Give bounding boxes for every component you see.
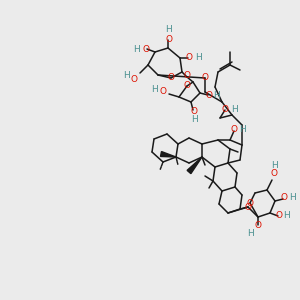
- Text: O: O: [142, 44, 149, 53]
- Text: O: O: [280, 194, 287, 202]
- Text: O: O: [247, 199, 254, 208]
- Text: O: O: [206, 91, 212, 100]
- Text: O: O: [166, 34, 172, 43]
- Text: O: O: [185, 53, 193, 62]
- Text: O: O: [160, 88, 167, 97]
- Text: O: O: [202, 74, 208, 82]
- Text: O: O: [244, 202, 251, 211]
- Polygon shape: [187, 157, 202, 174]
- Text: H: H: [190, 115, 197, 124]
- Polygon shape: [160, 152, 176, 157]
- Text: O: O: [130, 74, 137, 83]
- Text: O: O: [184, 82, 190, 91]
- Text: O: O: [167, 74, 175, 82]
- Text: H: H: [290, 194, 296, 202]
- Text: H: H: [123, 70, 129, 80]
- Text: H: H: [166, 26, 172, 34]
- Text: O: O: [221, 106, 229, 115]
- Text: H: H: [214, 91, 220, 100]
- Text: H: H: [195, 53, 201, 62]
- Text: O: O: [230, 125, 238, 134]
- Text: O: O: [184, 71, 190, 80]
- Text: O: O: [271, 169, 278, 178]
- Text: O: O: [254, 221, 262, 230]
- Text: H: H: [238, 125, 245, 134]
- Text: H: H: [151, 85, 158, 94]
- Text: H: H: [133, 44, 140, 53]
- Text: H: H: [271, 160, 278, 169]
- Text: H: H: [284, 212, 290, 220]
- Text: H: H: [248, 229, 254, 238]
- Text: O: O: [275, 212, 283, 220]
- Text: O: O: [190, 106, 197, 116]
- Text: H: H: [231, 106, 237, 115]
